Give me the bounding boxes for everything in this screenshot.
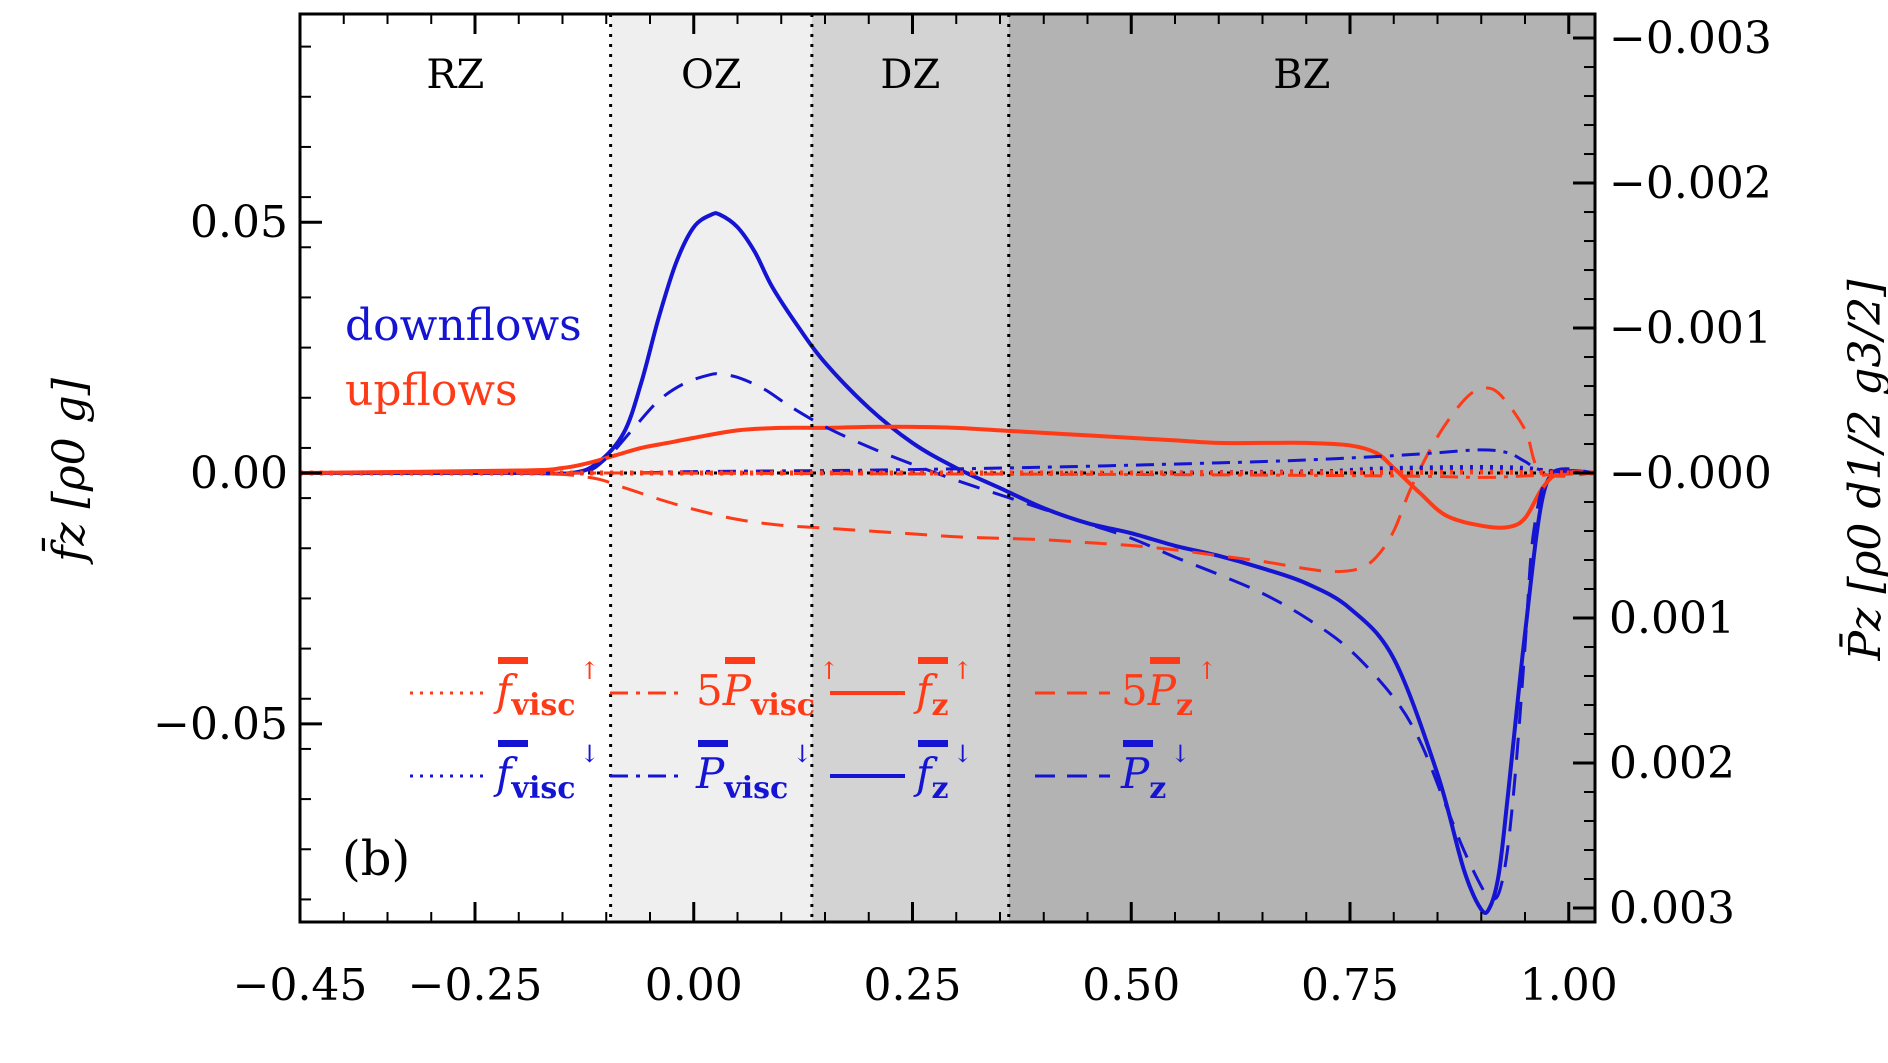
y-right-tick-label: 0.001 [1609, 593, 1735, 644]
y-right-tick-label: −0.000 [1609, 448, 1772, 499]
x-tick-label: 0.75 [1301, 960, 1399, 1011]
y-axis-right-title: P̄z [ρ0 d1/2 g3/2] [1838, 279, 1888, 662]
x-tick-label: 0.50 [1082, 960, 1180, 1011]
y-axis-left-label: f̄z [ρ0 g] [40, 377, 95, 565]
zone-oz-band [610, 14, 812, 922]
legend-overbar [498, 740, 528, 747]
legend-overbar [918, 657, 948, 664]
zone-bz-label: BZ [1273, 52, 1330, 98]
legend-overbar [498, 657, 528, 664]
series-f-z-down [300, 211, 1596, 915]
legend-label-down-3: Pz↓ [1120, 740, 1190, 806]
legend-overbar [918, 740, 948, 747]
legend-label-down-1: Pvisc↓ [695, 740, 812, 806]
y-right-tick-label: −0.003 [1609, 13, 1772, 64]
zone-bz-band [1008, 14, 1595, 922]
x-tick-label: 0.25 [864, 960, 962, 1011]
curves-layer [299, 211, 1596, 915]
y-right-tick-label: 0.002 [1609, 738, 1735, 789]
downflows-annotation: downflows [345, 300, 582, 351]
legend-overbar [698, 740, 728, 747]
series-f-z-up [299, 424, 1596, 530]
zone-oz-label: OZ [681, 52, 742, 98]
series-p-z-down [300, 372, 1596, 901]
series-p-visc-down [299, 448, 1596, 475]
legend-label-down-2: fz↓ [913, 740, 973, 806]
ticks-layer: −0.45 −0.25 0.00 0.25 0.50 0.75 1.00 0.05 0.00 −0… [153, 13, 1772, 1011]
legend-label-up-1: 5Pvisc↑ [696, 657, 839, 723]
plot-frame [298, 12, 1597, 924]
zone-rz-label: RZ [426, 52, 484, 98]
y-right-tick-label: −0.001 [1609, 303, 1772, 354]
upflows-annotation: upflows [345, 365, 518, 416]
legend-label-up-3: 5Pz↑ [1121, 657, 1217, 723]
x-tick-label: 0.00 [645, 960, 743, 1011]
legend-layer: fvisc↑ 5Pvisc↑ fz↑ 5Pz↑fvisc↓ Pvisc↓ fz↓ Pz↓ [410, 657, 1217, 806]
y-axis-left-title: f̄z [ρ0 g] [40, 377, 95, 565]
y-axis-right-label: P̄z [ρ0 d1/2 g3/2] [1838, 279, 1888, 662]
y-right-tick-label: 0.003 [1609, 883, 1735, 934]
y-left-tick-label: −0.05 [153, 699, 288, 750]
legend-overbar [725, 657, 755, 664]
zones-layer [300, 14, 1595, 922]
legend-overbar [1123, 740, 1153, 747]
zone-labels: RZ OZ DZ BZ [426, 52, 1330, 98]
series-5p-z-up [299, 386, 1596, 574]
zone-dividers [609, 14, 1011, 922]
panel-label: (b) [342, 831, 410, 887]
legend-label-up-0: fvisc↑ [493, 657, 600, 723]
x-tick-label: −0.45 [233, 960, 368, 1011]
y-left-tick-label: 0.00 [190, 448, 288, 499]
series-f-visc-up [300, 469, 1596, 476]
zone-dz-label: DZ [880, 52, 940, 98]
legend-label-down-0: fvisc↓ [493, 740, 600, 806]
y-right-tick-label: −0.002 [1609, 158, 1772, 209]
y-left-tick-label: 0.05 [190, 197, 288, 248]
legend-overbar [1150, 657, 1180, 664]
zone-dz-band [811, 14, 1009, 922]
x-tick-label: −0.25 [408, 960, 543, 1011]
x-tick-label: 1.00 [1520, 960, 1618, 1011]
